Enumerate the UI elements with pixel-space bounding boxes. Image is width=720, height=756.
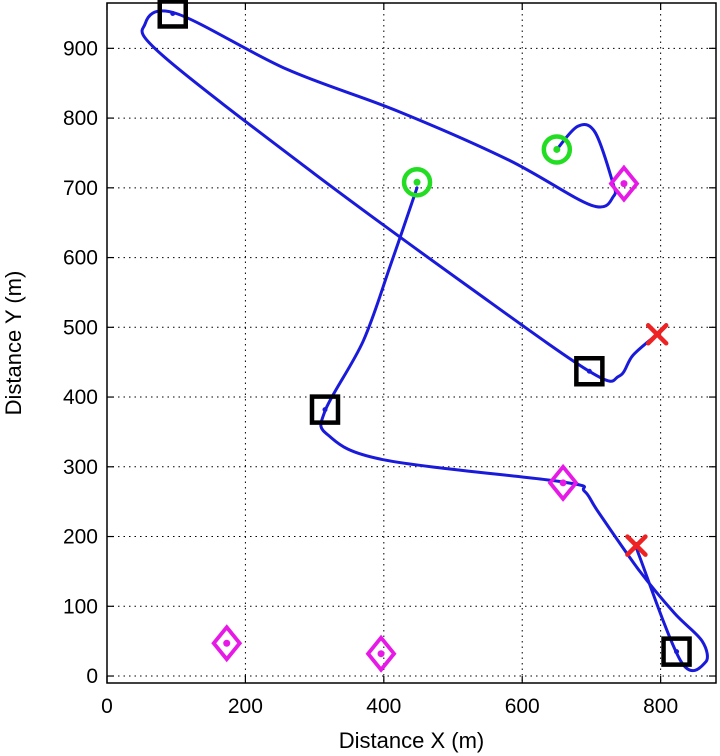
diamond-marker: [211, 624, 243, 663]
markers: [157, 0, 692, 673]
y-tick-label: 700: [63, 177, 98, 200]
x-tick-label: 200: [228, 695, 263, 718]
square-marker-dot: [674, 649, 680, 655]
square-marker-dot: [322, 407, 328, 413]
y-tick-label: 400: [63, 386, 98, 409]
y-tick-label: 0: [86, 665, 98, 688]
y-tick-label: 200: [63, 526, 98, 549]
x-marker-stroke-b: [645, 323, 669, 346]
circle-marker-dot: [413, 178, 421, 186]
square-marker-dot: [586, 368, 592, 374]
square-marker: [574, 355, 605, 387]
circle-marker: [541, 134, 573, 165]
y-tick-label: 100: [63, 595, 98, 618]
x-marker-stroke-b: [625, 534, 648, 557]
diamond-marker: [365, 634, 397, 673]
diamond-marker-dot: [620, 180, 628, 188]
y-tick-label: 500: [63, 316, 98, 339]
y-axis-label: Distance Y (m): [1, 271, 26, 416]
plot-frame: [106, 2, 717, 684]
square-marker: [157, 0, 188, 29]
y-tick-label: 900: [63, 37, 98, 60]
square-marker: [309, 394, 341, 425]
x-tick-label: 400: [366, 695, 401, 718]
y-tick-label: 800: [63, 107, 98, 130]
axis-ticks: 0 200 400 600 800 0 100 200 300 400 500 600 700 800 90…: [63, 3, 716, 718]
x-tick-label: 800: [643, 695, 678, 718]
square-marker: [661, 636, 692, 667]
circle-marker-dot: [553, 145, 561, 153]
x-tick-label: 600: [505, 695, 540, 718]
y-tick-label: 600: [63, 247, 98, 270]
circle-marker: [401, 166, 433, 198]
diamond-marker-dot: [559, 479, 567, 487]
diamond-marker: [547, 463, 579, 502]
diamond-marker-dot: [377, 650, 385, 658]
diamond-marker: [608, 164, 640, 203]
diamond-marker-dot: [223, 639, 231, 647]
square-marker-dot: [170, 10, 176, 16]
x-tick-label: 0: [101, 695, 113, 718]
y-tick-label: 300: [63, 456, 98, 479]
trajectory-line-2: [319, 186, 709, 673]
x-axis-label: Distance X (m): [339, 728, 484, 753]
